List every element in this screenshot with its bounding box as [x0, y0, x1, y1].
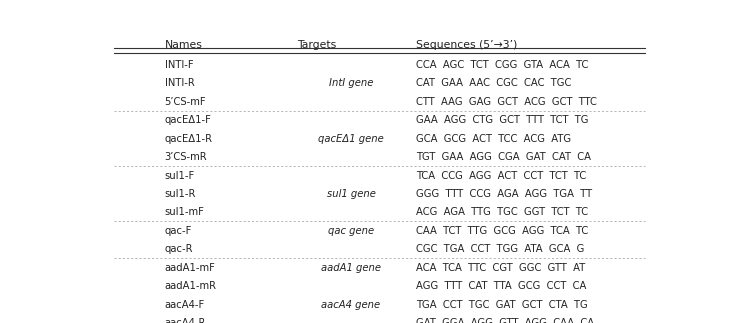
Text: INTI-R: INTI-R: [165, 78, 195, 89]
Text: qac-R: qac-R: [165, 244, 193, 254]
Text: CTT  AAG  GAG  GCT  ACG  GCT  TTC: CTT AAG GAG GCT ACG GCT TTC: [416, 97, 597, 107]
Text: aadA1 gene: aadA1 gene: [321, 263, 381, 273]
Text: 5’CS-mF: 5’CS-mF: [165, 97, 206, 107]
Text: GAA  AGG  CTG  GCT  TTT  TCT  TG: GAA AGG CTG GCT TTT TCT TG: [416, 115, 588, 125]
Text: TGT  GAA  AGG  CGA  GAT  CAT  CA: TGT GAA AGG CGA GAT CAT CA: [416, 152, 591, 162]
Text: sul1-F: sul1-F: [165, 171, 195, 181]
Text: sul1-R: sul1-R: [165, 189, 196, 199]
Text: 3’CS-mR: 3’CS-mR: [165, 152, 207, 162]
Text: GGG  TTT  CCG  AGA  AGG  TGA  TT: GGG TTT CCG AGA AGG TGA TT: [416, 189, 592, 199]
Text: sul1-mF: sul1-mF: [165, 207, 204, 217]
Text: qacEΔ1-R: qacEΔ1-R: [165, 134, 213, 144]
Text: aacA4 gene: aacA4 gene: [321, 300, 381, 310]
Text: qac gene: qac gene: [328, 226, 374, 236]
Text: CGC  TGA  CCT  TGG  ATA  GCA  G: CGC TGA CCT TGG ATA GCA G: [416, 244, 585, 254]
Text: sul1 gene: sul1 gene: [327, 189, 375, 199]
Text: aadA1-mR: aadA1-mR: [165, 281, 217, 291]
Text: TCA  CCG  AGG  ACT  CCT  TCT  TC: TCA CCG AGG ACT CCT TCT TC: [416, 171, 586, 181]
Text: qacEΔ1-F: qacEΔ1-F: [165, 115, 211, 125]
Text: INTI-F: INTI-F: [165, 60, 193, 70]
Text: GAT  GGA  AGG  GTT  AGG  CAA  CA: GAT GGA AGG GTT AGG CAA CA: [416, 318, 594, 323]
Text: Sequences (5’→3’): Sequences (5’→3’): [416, 40, 518, 50]
Text: qacEΔ1 gene: qacEΔ1 gene: [318, 134, 384, 144]
Text: CAA  TCT  TTG  GCG  AGG  TCA  TC: CAA TCT TTG GCG AGG TCA TC: [416, 226, 588, 236]
Text: CAT  GAA  AAC  CGC  CAC  TGC: CAT GAA AAC CGC CAC TGC: [416, 78, 572, 89]
Text: CCA  AGC  TCT  CGG  GTA  ACA  TC: CCA AGC TCT CGG GTA ACA TC: [416, 60, 588, 70]
Text: qac-F: qac-F: [165, 226, 192, 236]
Text: ACA  TCA  TTC  CGT  GGC  GTT  AT: ACA TCA TTC CGT GGC GTT AT: [416, 263, 585, 273]
Text: Targets: Targets: [297, 40, 337, 50]
Text: aacA4-F: aacA4-F: [165, 300, 205, 310]
Text: ACG  AGA  TTG  TGC  GGT  TCT  TC: ACG AGA TTG TGC GGT TCT TC: [416, 207, 588, 217]
Text: IntI gene: IntI gene: [329, 78, 373, 89]
Text: Names: Names: [165, 40, 203, 50]
Text: GCA  GCG  ACT  TCC  ACG  ATG: GCA GCG ACT TCC ACG ATG: [416, 134, 571, 144]
Text: aadA1-mF: aadA1-mF: [165, 263, 216, 273]
Text: aacA4-R: aacA4-R: [165, 318, 206, 323]
Text: AGG  TTT  CAT  TTA  GCG  CCT  CA: AGG TTT CAT TTA GCG CCT CA: [416, 281, 586, 291]
Text: TGA  CCT  TGC  GAT  GCT  CTA  TG: TGA CCT TGC GAT GCT CTA TG: [416, 300, 588, 310]
